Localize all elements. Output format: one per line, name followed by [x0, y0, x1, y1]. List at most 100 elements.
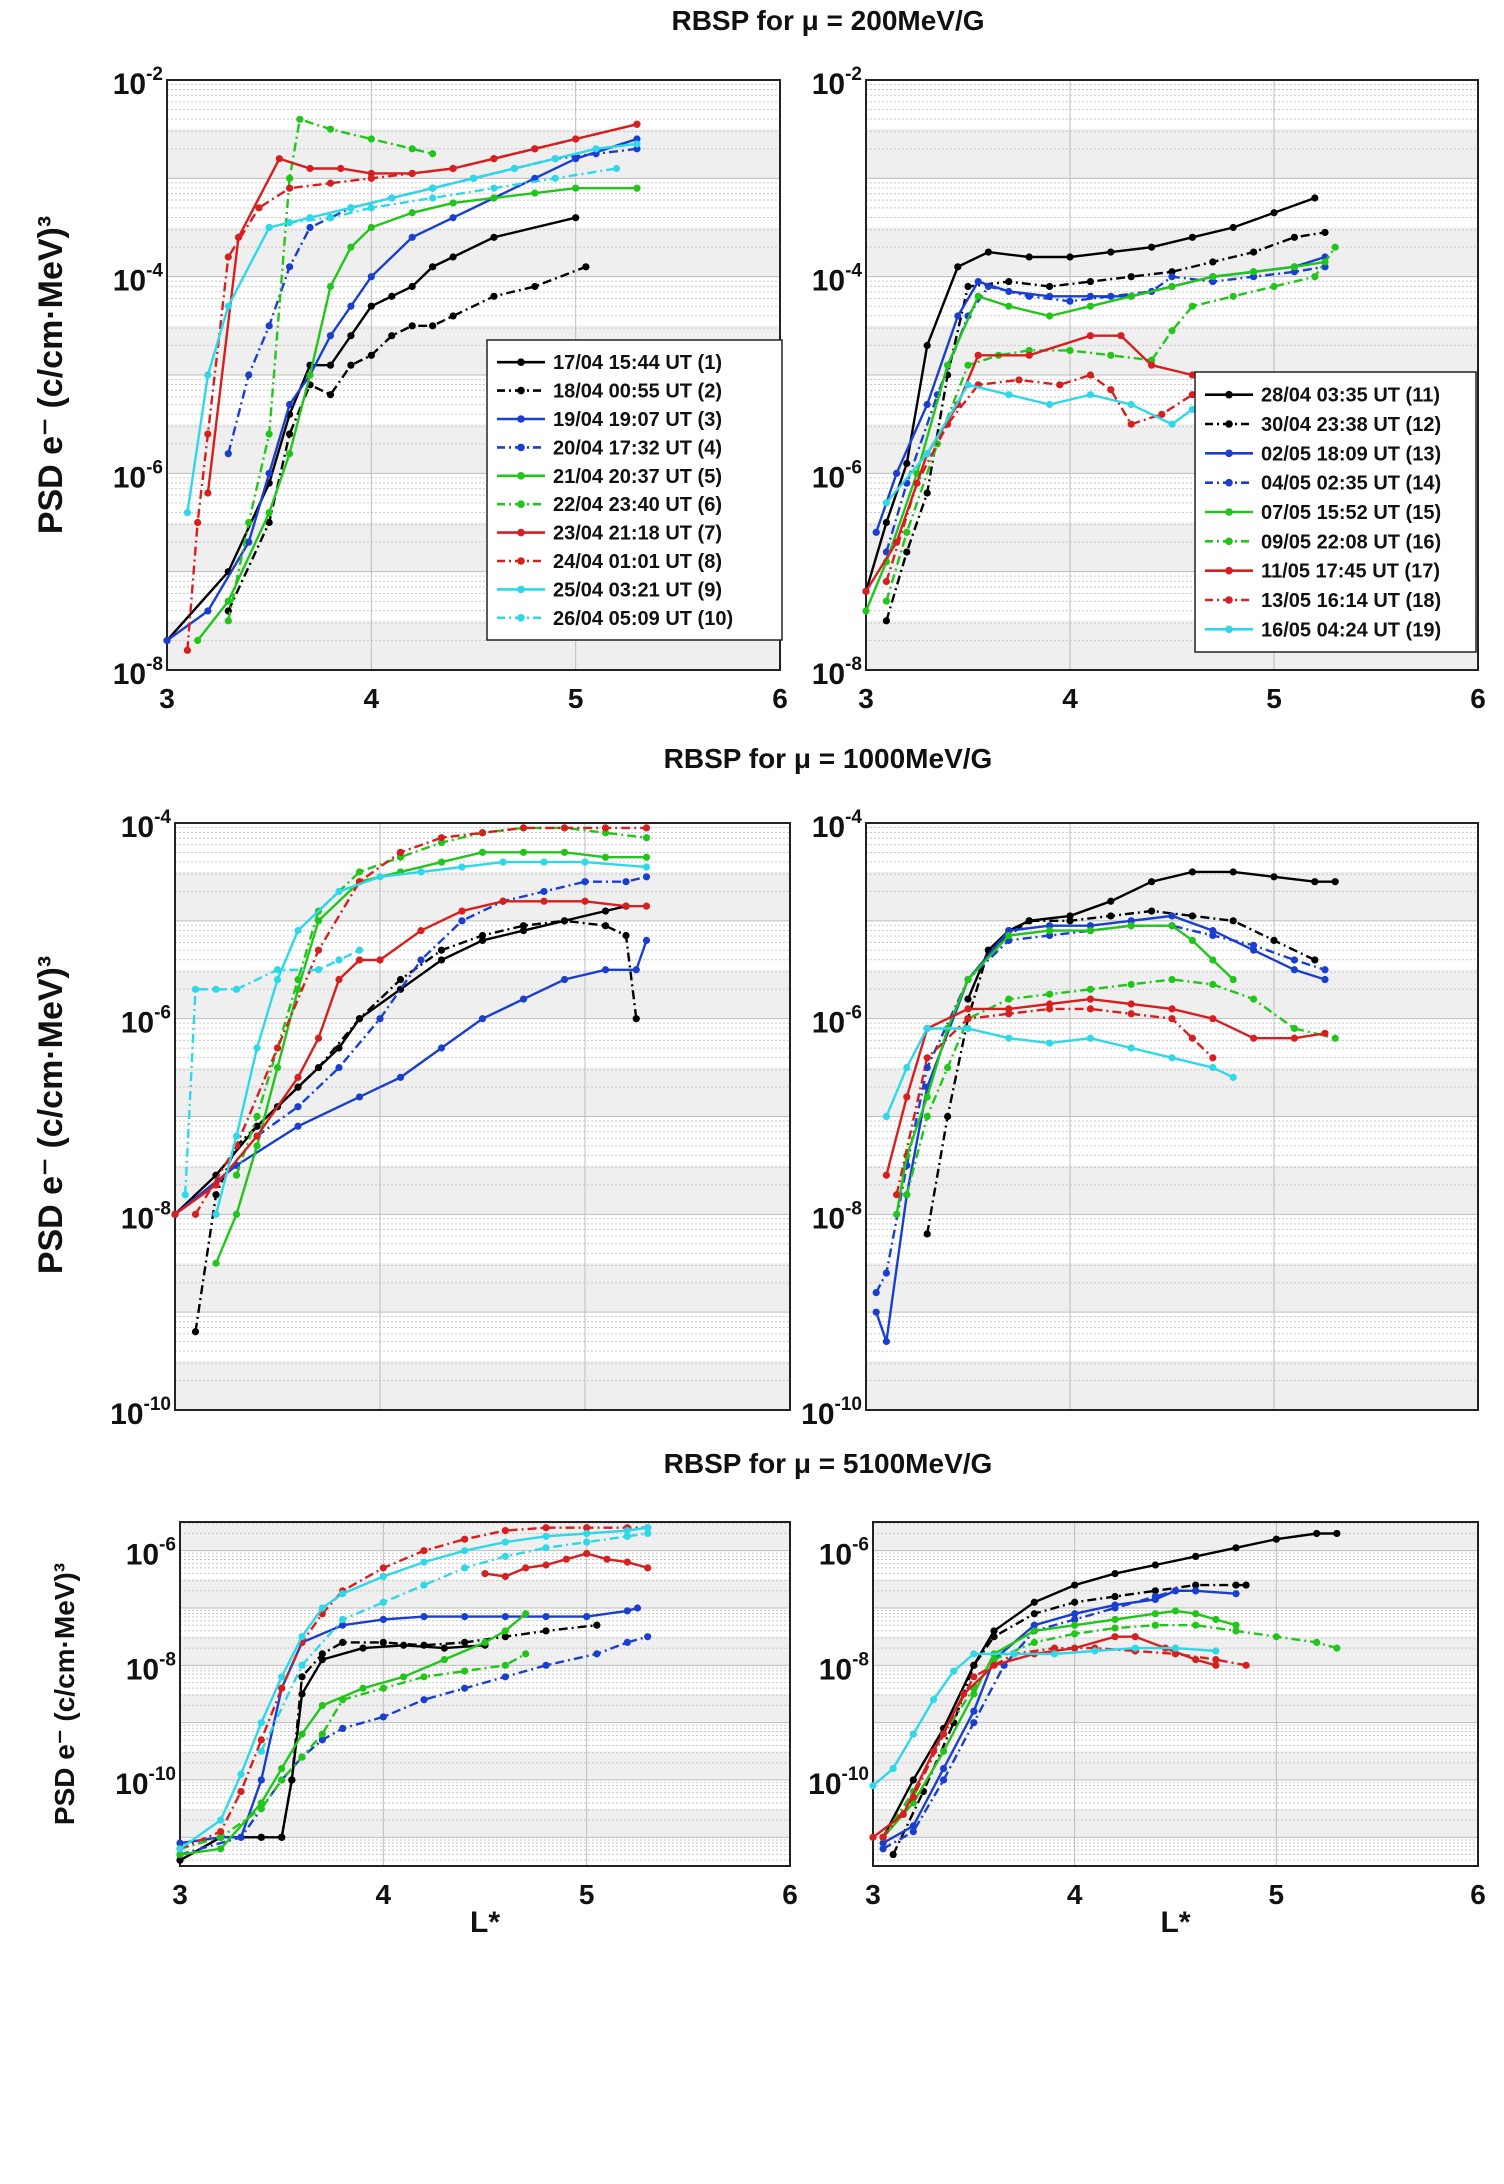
- data-point: [224, 302, 232, 310]
- grid-band: [866, 1263, 1478, 1313]
- data-point: [984, 248, 993, 256]
- y-tick-label: 10-8: [812, 654, 862, 691]
- legend-label: 07/05 15:52 UT (15): [1261, 502, 1441, 524]
- data-point: [1151, 1621, 1159, 1629]
- legend-swatch-marker: [1225, 596, 1233, 604]
- data-point: [1046, 927, 1054, 935]
- legend-label: 24/04 01:01 UT (8): [553, 551, 722, 573]
- data-point: [1086, 371, 1094, 379]
- data-point: [964, 381, 972, 389]
- series-line: [186, 123, 638, 651]
- data-point: [1232, 1544, 1240, 1552]
- grid-band: [167, 129, 780, 179]
- data-point: [592, 145, 600, 153]
- data-point: [923, 1024, 931, 1033]
- data-point: [265, 322, 273, 330]
- data-point: [1071, 1615, 1079, 1624]
- data-point: [420, 1641, 428, 1649]
- data-point: [1086, 1034, 1094, 1042]
- chart-panel-bottom-right: 3 4 5 6 10-10 10-8 10-6 L*: [808, 1521, 1486, 1939]
- series-line: [179, 1652, 527, 1850]
- data-point: [1025, 253, 1033, 261]
- data-point: [633, 184, 641, 192]
- series-line: [892, 1583, 1247, 1856]
- data-point: [633, 120, 641, 128]
- data-point: [501, 1673, 509, 1681]
- y-axis-label: PSD e⁻ (c/cm·MeV)³: [32, 216, 70, 534]
- data-point: [429, 263, 437, 271]
- data-point: [542, 1661, 550, 1669]
- series-7: [481, 1549, 652, 1581]
- data-point: [273, 966, 282, 974]
- data-point: [1331, 878, 1339, 886]
- data-point: [314, 1034, 323, 1042]
- data-point: [560, 917, 569, 925]
- y-tick-label: 10-8: [126, 1649, 176, 1686]
- axes-box: [179, 1521, 791, 1867]
- data-point: [163, 636, 171, 645]
- grid-band: [866, 129, 1478, 179]
- data-point: [204, 430, 212, 438]
- data-point: [1086, 995, 1094, 1003]
- data-point: [642, 863, 651, 871]
- data-point: [1192, 1552, 1200, 1560]
- data-point: [359, 1644, 367, 1652]
- legend-swatch-marker: [1225, 478, 1233, 487]
- data-point: [882, 518, 891, 527]
- legend-item: 04/05 02:35 UT (14): [1205, 473, 1441, 495]
- data-point: [1313, 1638, 1321, 1646]
- data-point: [294, 1122, 302, 1130]
- data-point: [1311, 194, 1319, 202]
- data-point: [1168, 922, 1176, 930]
- x-tick-label: 5: [579, 1879, 595, 1910]
- data-point: [1229, 975, 1237, 984]
- data-point: [1015, 376, 1023, 384]
- series-line: [885, 231, 1326, 622]
- data-point: [420, 1613, 428, 1621]
- data-point: [1333, 1529, 1341, 1538]
- data-point: [286, 218, 294, 227]
- data-point: [217, 1828, 225, 1836]
- data-point: [194, 636, 202, 645]
- x-tick-label: 5: [568, 683, 584, 714]
- grid-band: [180, 1579, 790, 1608]
- data-point: [437, 858, 446, 866]
- data-point: [1290, 1034, 1298, 1042]
- legend-label: 09/05 22:08 UT (16): [1261, 531, 1441, 553]
- data-point: [171, 1210, 179, 1218]
- data-point: [1030, 1598, 1038, 1606]
- data-point: [903, 459, 911, 468]
- axes-box: [174, 822, 791, 1411]
- legend-label: 02/05 18:09 UT (13): [1261, 443, 1441, 465]
- data-point: [644, 1524, 652, 1532]
- data-point: [396, 975, 405, 984]
- data-point: [939, 1776, 948, 1784]
- data-point: [583, 1529, 591, 1538]
- data-point: [540, 897, 548, 905]
- data-point: [417, 956, 425, 964]
- data-point: [408, 209, 416, 217]
- data-point: [644, 1529, 652, 1538]
- data-point: [970, 1650, 978, 1658]
- data-point: [1192, 1656, 1200, 1664]
- data-point: [1311, 956, 1319, 964]
- data-point: [1270, 936, 1278, 945]
- data-point: [642, 902, 651, 910]
- x-tick-label: 4: [1062, 683, 1078, 714]
- data-point: [286, 450, 294, 458]
- data-point: [1209, 273, 1217, 281]
- data-point: [1229, 868, 1237, 876]
- data-point: [437, 956, 446, 964]
- data-point: [582, 263, 590, 271]
- data-point: [944, 1063, 952, 1072]
- y-tick-label: 10-2: [812, 64, 862, 101]
- data-point: [1086, 332, 1094, 340]
- data-point: [367, 351, 375, 359]
- data-point: [1242, 1661, 1250, 1669]
- data-point: [204, 607, 212, 615]
- data-point: [583, 1613, 591, 1621]
- legend-item: 24/04 01:01 UT (8): [497, 551, 722, 573]
- data-point: [903, 528, 911, 536]
- legend-label: 17/04 15:44 UT (1): [553, 352, 722, 374]
- data-point: [420, 1581, 428, 1589]
